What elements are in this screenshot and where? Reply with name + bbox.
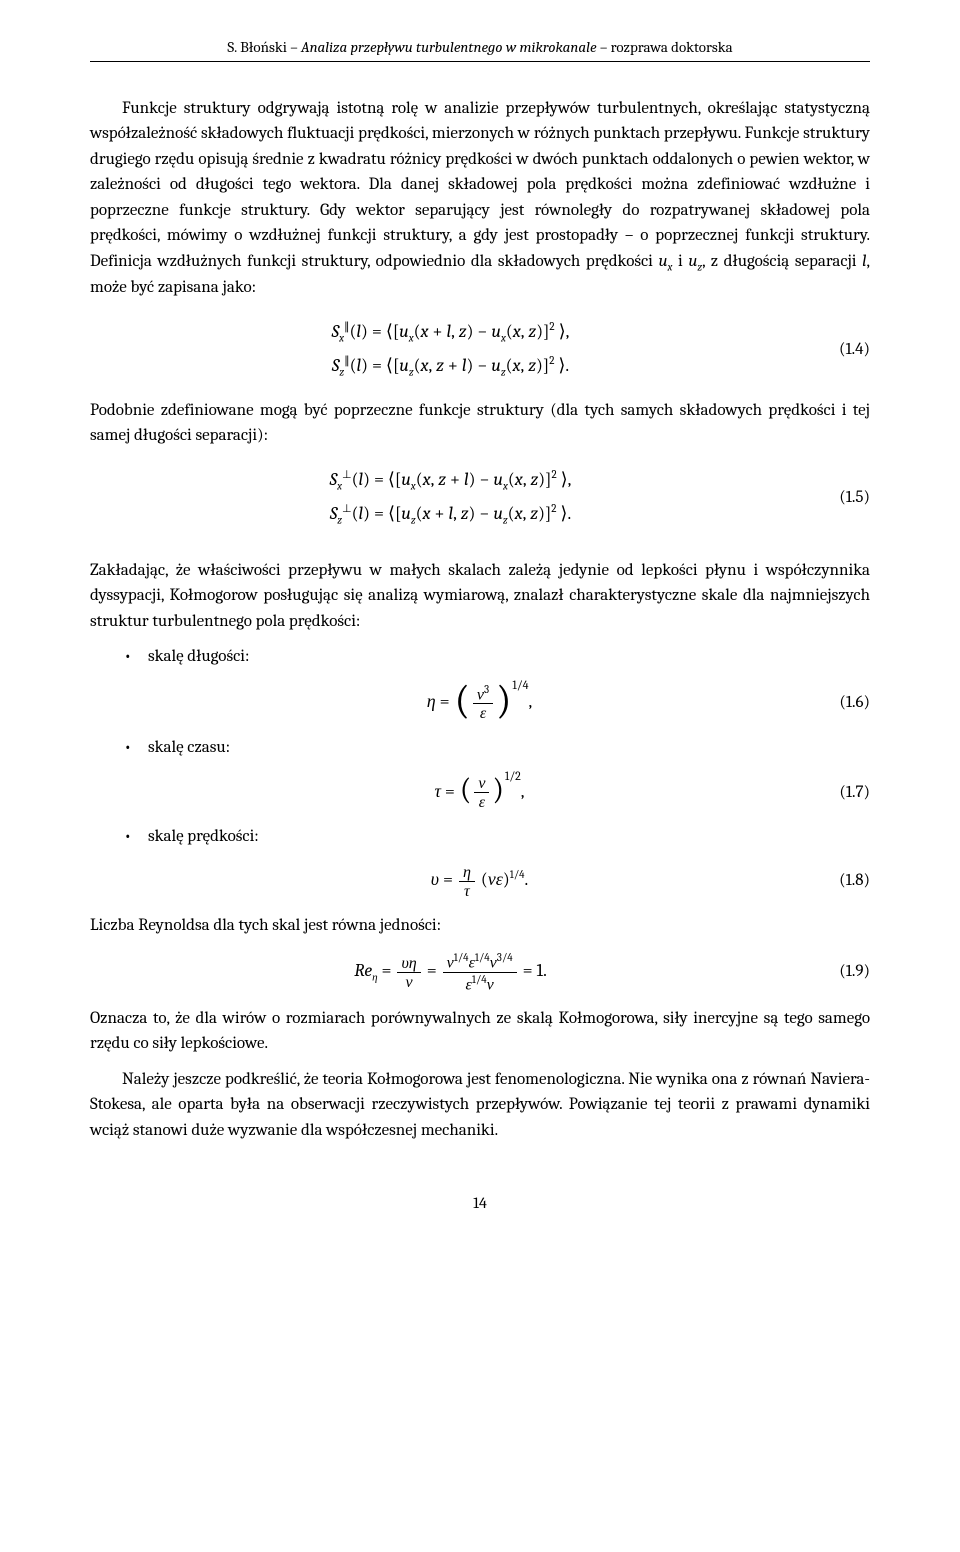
bullet-time: skalę czasu: τ = ( νε ) 1/2, (1.7) [124,735,870,810]
header-author: S. Błoński [227,38,287,56]
page: S. Błoński – Analiza przepływu turbulent… [0,0,960,1275]
equation-1-4: Sx∥(l) = ⟨[ux(x + l, z) − ux(x, z)]2 ⟩, … [90,315,870,384]
inline-uz: uz [688,252,702,271]
paragraph-4: Liczba Reynoldsa dla tych skal jest równ… [90,913,870,939]
header-title: Analiza przepływu turbulentnego w mikrok… [301,38,596,56]
paragraph-2: Podobnie zdefiniowane mogą być poprzeczn… [90,398,870,449]
inline-ux-sym: u [659,252,668,271]
bullet-velocity: skalę prędkości: υ = ητ (νε)1/4. (1.8) [124,824,870,899]
eq-1-5-body: Sx⊥(l) = ⟨[ux(x, z + l) − ux(x, z)]2 ⟩, … [91,463,810,532]
eq-1-6-num: (1.6) [810,690,870,716]
equation-1-7: τ = ( νε ) 1/2, (1.7) [148,775,870,810]
paragraph-6: Należy jeszcze podkreślić, że teoria Koł… [90,1067,870,1144]
equation-1-9: Reη = υην = ν1/4ε1/4ν3/4ε1/4ν = 1. (1.9) [90,952,870,992]
eq-1-4-body: Sx∥(l) = ⟨[ux(x + l, z) − ux(x, z)]2 ⟩, … [91,315,810,384]
eq-1-7-num: (1.7) [810,780,870,806]
paragraph-3: Zakładając, że właściwości przepływu w m… [90,558,870,635]
paragraph-5: Oznacza to, że dla wirów o rozmiarach po… [90,1006,870,1057]
eq-1-4-num: (1.4) [810,337,870,363]
para1-text: Funkcje struktury odgrywają istotną rolę… [90,99,870,271]
eq-1-9-num: (1.9) [810,959,870,985]
eq-1-7-body: τ = ( νε ) 1/2, [149,775,810,810]
equation-1-8: υ = ητ (νε)1/4. (1.8) [148,863,870,898]
para1-tail: , z długością separacji [702,252,862,271]
eq-1-5-num: (1.5) [810,485,870,511]
paragraph-1: Funkcje struktury odgrywają istotną rolę… [90,96,870,301]
bullet-velocity-label: skalę prędkości: [148,827,259,846]
eq-1-8-num: (1.8) [810,868,870,894]
header-sep2: – [600,38,611,56]
equation-1-5: Sx⊥(l) = ⟨[ux(x, z + l) − ux(x, z)]2 ⟩, … [90,463,870,532]
header-sep1: – [290,38,301,56]
bullet-time-label: skalę czasu: [148,738,230,757]
bullet-length: skalę długości: η = ( ν3ε ) 1/4, (1.6) [124,644,870,721]
scale-list: skalę długości: η = ( ν3ε ) 1/4, (1.6) s… [124,644,870,898]
inline-and: i [672,252,688,271]
bullet-length-label: skalę długości: [148,647,249,666]
equation-1-6: η = ( ν3ε ) 1/4, (1.6) [148,684,870,721]
header-suffix: rozprawa doktorska [611,38,733,56]
eq-1-8-body: υ = ητ (νε)1/4. [149,863,810,898]
eq-1-6-body: η = ( ν3ε ) 1/4, [149,684,810,721]
page-number: 14 [90,1191,870,1215]
running-head: S. Błoński – Analiza przepływu turbulent… [90,36,870,62]
inline-ux: ux [659,252,673,271]
eq-1-9-body: Reη = υην = ν1/4ε1/4ν3/4ε1/4ν = 1. [91,952,810,992]
